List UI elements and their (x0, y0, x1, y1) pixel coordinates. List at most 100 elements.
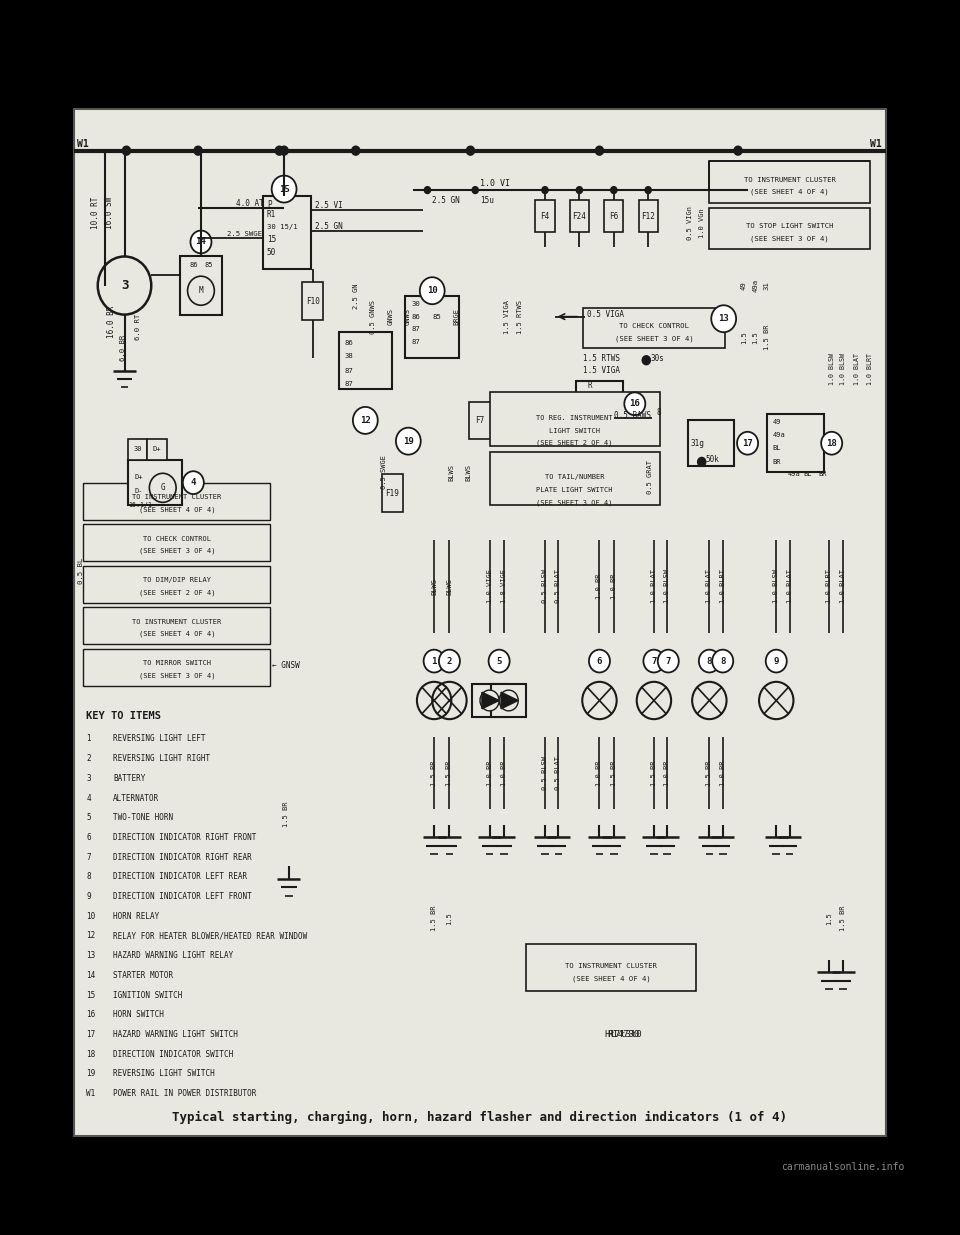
Text: 16: 16 (86, 1010, 96, 1019)
Text: TO INSTRUMENT CLUSTER: TO INSTRUMENT CLUSTER (565, 963, 657, 969)
Text: 0.5 BLSW: 0.5 BLSW (542, 569, 548, 604)
Text: 10: 10 (427, 287, 438, 295)
Circle shape (697, 457, 707, 467)
Bar (84, 524, 270, 562)
Text: BLWS: BLWS (446, 578, 452, 595)
Text: TO INSTRUMENT CLUSTER: TO INSTRUMENT CLUSTER (132, 494, 222, 500)
Text: 1.5 BR: 1.5 BR (651, 761, 657, 785)
Text: F10: F10 (306, 296, 320, 305)
Bar (536, 200, 555, 232)
Text: (SEE SHEET 4 OF 4): (SEE SHEET 4 OF 4) (751, 189, 829, 195)
Text: 2.5 SWGE: 2.5 SWGE (227, 231, 262, 237)
Circle shape (541, 186, 549, 194)
Text: 0.5 BLSW: 0.5 BLSW (542, 756, 548, 790)
Text: REVERSING LIGHT SWITCH: REVERSING LIGHT SWITCH (113, 1070, 215, 1078)
Text: H14730: H14730 (608, 1030, 639, 1039)
Text: W1: W1 (77, 140, 88, 149)
Text: 1.0 BLAT: 1.0 BLAT (854, 352, 860, 384)
Bar (604, 200, 623, 232)
Text: 8: 8 (86, 872, 91, 882)
Circle shape (353, 406, 377, 433)
Bar (638, 200, 658, 232)
Text: 1.0 BR: 1.0 BR (501, 761, 507, 785)
Circle shape (423, 650, 444, 673)
Circle shape (279, 146, 289, 156)
Text: TWO-TONE HORN: TWO-TONE HORN (113, 813, 173, 823)
Text: 0.5 VIGA: 0.5 VIGA (587, 310, 624, 319)
Text: BRGE: BRGE (453, 309, 459, 325)
Text: 1.5 RTWS: 1.5 RTWS (584, 353, 620, 363)
Text: 49: 49 (741, 282, 747, 290)
Text: 1.0 BLRT: 1.0 BLRT (720, 569, 726, 604)
Text: BLWS: BLWS (448, 464, 454, 480)
Text: 1.5 BR: 1.5 BR (764, 325, 770, 351)
Text: BL: BL (803, 472, 811, 478)
Text: 18: 18 (86, 1050, 96, 1058)
Bar (381, 474, 402, 511)
Text: 5: 5 (86, 813, 91, 823)
Text: 1.0 VI: 1.0 VI (480, 179, 510, 189)
Text: 1.5 BR: 1.5 BR (707, 761, 712, 785)
Bar (84, 566, 270, 603)
Text: 1.0 BLAT: 1.0 BLAT (840, 569, 846, 604)
Text: LIGHT SWITCH: LIGHT SWITCH (549, 427, 600, 433)
Bar (688, 420, 734, 466)
Text: 17: 17 (742, 438, 753, 448)
Bar (302, 283, 324, 320)
Text: M: M (199, 287, 204, 295)
Text: 1.0 BLSW: 1.0 BLSW (664, 569, 670, 604)
Text: 1.0 VGn: 1.0 VGn (699, 209, 705, 238)
Text: 30 15/1: 30 15/1 (267, 225, 298, 231)
Text: D+: D+ (134, 474, 142, 480)
Circle shape (351, 146, 361, 156)
Circle shape (576, 186, 584, 194)
Text: 2.5 VI: 2.5 VI (315, 201, 343, 210)
Bar (84, 608, 270, 645)
Text: (SEE SHEET 3 OF 4): (SEE SHEET 3 OF 4) (751, 236, 829, 242)
Bar (469, 401, 491, 440)
Bar (526, 945, 696, 990)
Bar (84, 648, 270, 685)
Bar (180, 257, 222, 315)
Text: 86: 86 (345, 340, 353, 346)
Circle shape (588, 650, 610, 673)
Text: 8: 8 (720, 657, 726, 666)
Circle shape (499, 690, 518, 711)
Text: 8: 8 (707, 657, 712, 666)
Text: 0.5 SWGE: 0.5 SWGE (381, 456, 388, 489)
Text: 1.5: 1.5 (446, 911, 452, 925)
Text: TO INSTRUMENT CLUSTER: TO INSTRUMENT CLUSTER (744, 177, 835, 183)
Circle shape (98, 257, 152, 315)
Text: 12: 12 (86, 931, 96, 941)
Text: 7: 7 (665, 657, 671, 666)
Text: STARTER MOTOR: STARTER MOTOR (113, 971, 173, 979)
Text: 1.0 BLRT: 1.0 BLRT (826, 569, 831, 604)
Text: 1.5: 1.5 (826, 911, 831, 925)
Circle shape (821, 432, 842, 454)
Text: 1.5 BR: 1.5 BR (446, 761, 452, 785)
Text: 12: 12 (360, 416, 371, 425)
Text: 7: 7 (86, 852, 91, 862)
Text: 0.5 BAWS: 0.5 BAWS (613, 411, 651, 420)
Text: 16.1/1: 16.1/1 (129, 503, 153, 509)
Text: 1.5: 1.5 (753, 331, 758, 343)
Bar (84, 483, 270, 520)
Text: 9: 9 (774, 657, 779, 666)
Text: BLWS: BLWS (466, 464, 471, 480)
Text: (SEE SHEET 4 OF 4): (SEE SHEET 4 OF 4) (139, 506, 215, 513)
Text: 1.0 BLSW: 1.0 BLSW (840, 352, 846, 384)
Text: 4: 4 (86, 794, 91, 803)
Text: BLWS: BLWS (431, 578, 437, 595)
Circle shape (711, 305, 736, 332)
Text: F7: F7 (475, 416, 485, 425)
Text: 38: 38 (345, 353, 353, 359)
Text: RELAY FOR HEATER BLOWER/HEATED REAR WINDOW: RELAY FOR HEATER BLOWER/HEATED REAR WIND… (113, 931, 307, 941)
Text: F6: F6 (610, 211, 618, 221)
Text: 1.0 BR: 1.0 BR (611, 573, 616, 599)
Text: 18: 18 (827, 438, 837, 448)
Text: 4.0 AT: 4.0 AT (236, 199, 264, 207)
Circle shape (737, 432, 758, 454)
Text: 86: 86 (189, 262, 198, 268)
Text: REVERSING LIGHT RIGHT: REVERSING LIGHT RIGHT (113, 755, 210, 763)
Text: 50k: 50k (706, 456, 719, 464)
